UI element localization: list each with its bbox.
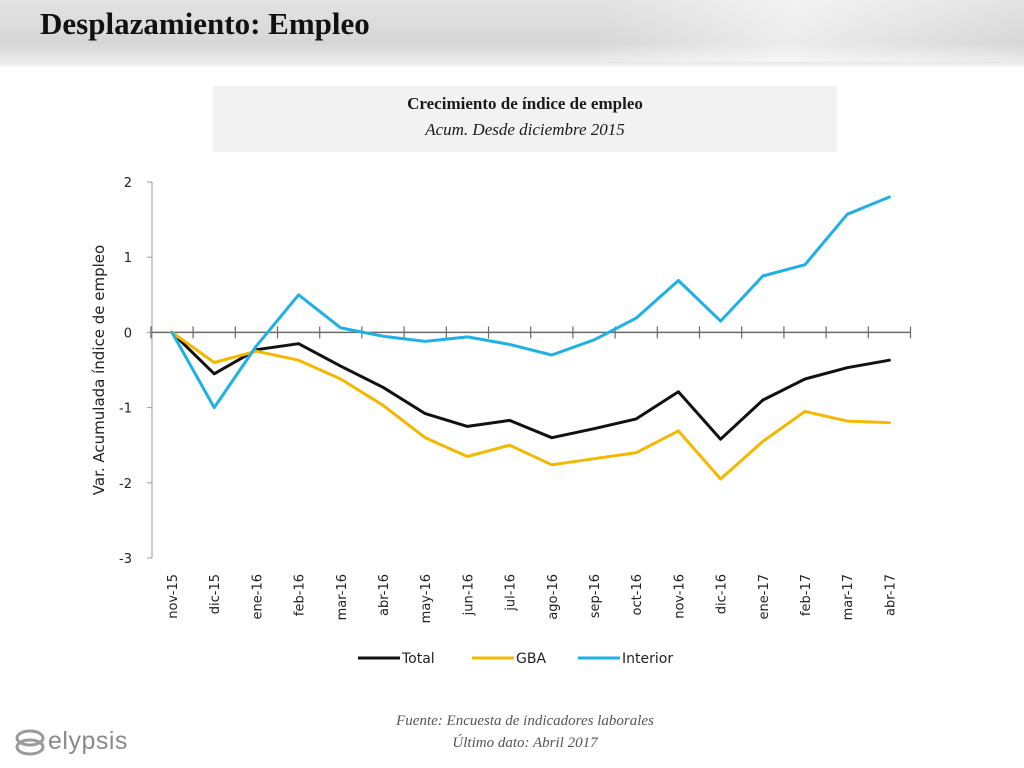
chart-subtitle: Acum. Desde diciembre 2015: [425, 120, 625, 139]
x-tick-label: dic-16: [715, 574, 730, 614]
series-line-total: [170, 330, 891, 441]
x-tick-label: ene-16: [250, 574, 265, 619]
x-tick-label: jun-16: [461, 574, 476, 616]
x-tick-label: dic-15: [208, 574, 223, 614]
x-tick-label: abr-16: [377, 574, 392, 616]
y-tick-label: 0: [124, 326, 132, 341]
x-tick-label: mar-16: [335, 574, 350, 620]
y-tick-label: 1: [124, 251, 132, 266]
x-tick-label: mar-17: [841, 574, 856, 620]
series-line-interior: [170, 195, 891, 410]
y-tick-label: -1: [119, 402, 132, 417]
x-tick-label: oct-16: [630, 574, 645, 615]
y-axis-label: Var. Acumulada índice de empleo: [90, 245, 108, 495]
x-tick-label: feb-17: [799, 574, 814, 616]
x-tick-label: jul-16: [504, 574, 519, 612]
x-tick-label: ago-16: [546, 574, 561, 620]
x-tick-label: may-16: [419, 574, 434, 623]
series-line-gba: [170, 330, 891, 481]
x-tick-label: nov-16: [672, 574, 687, 619]
logo-text: elypsis: [48, 727, 128, 755]
header-decoration: [600, 0, 1024, 62]
footer-last-data: Último dato: Abril 2017: [452, 735, 598, 751]
chart-title-box: Crecimiento de índice de empleo Acum. De…: [213, 86, 837, 152]
footer-source: Fuente: Encuesta de indicadores laborale…: [396, 713, 654, 729]
x-tick-label: abr-17: [883, 574, 898, 616]
header-band: [0, 0, 1024, 68]
elypsis-logo-icon: [15, 729, 45, 756]
legend-label-gba: GBA: [516, 651, 546, 667]
legend-label-total: Total: [401, 651, 435, 667]
x-tick-label: ene-17: [757, 574, 772, 619]
x-tick-label: nov-15: [166, 574, 181, 619]
y-tick-label: -2: [119, 477, 132, 492]
footer: Fuente: Encuesta de indicadores laborale…: [300, 710, 750, 754]
x-tick-label: sep-16: [588, 574, 603, 618]
chart-title: Crecimiento de índice de empleo: [407, 94, 643, 113]
line-chart: 2 1 0 -1 -2 -3 nov-15 dic-15 ene-16 feb-16 mar-16 a…: [90, 176, 912, 667]
y-tick-label: 2: [124, 176, 132, 191]
y-tick-label: -3: [119, 552, 132, 567]
legend-label-interior: Interior: [622, 651, 673, 667]
page-title: Desplazamiento: Empleo: [40, 6, 370, 41]
x-tick-label: feb-16: [293, 574, 308, 616]
